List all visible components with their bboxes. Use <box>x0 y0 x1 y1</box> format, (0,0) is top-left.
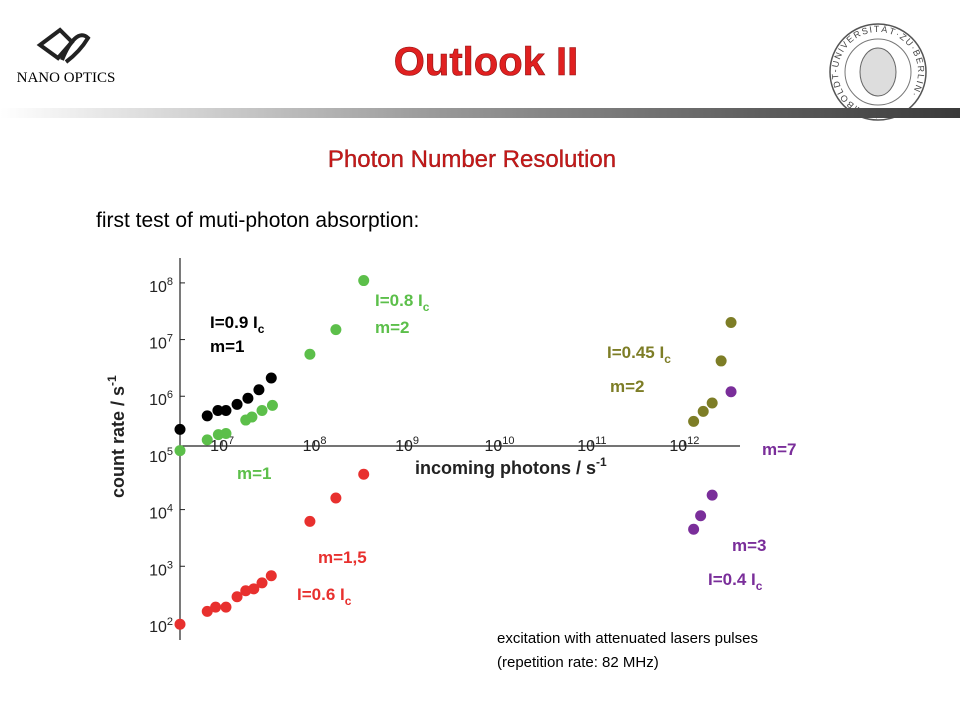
data-point <box>695 510 707 522</box>
data-point <box>256 405 268 417</box>
data-point <box>358 275 370 287</box>
annotation: m=3 <box>732 536 767 555</box>
y-axis-label-text: count rate / s <box>108 386 128 498</box>
x-tick-label: 109 <box>395 435 419 455</box>
annotation: m=1 <box>237 464 272 483</box>
data-point <box>688 415 700 427</box>
annotation-text: m=7 <box>762 440 797 459</box>
data-point <box>330 324 342 336</box>
data-point <box>265 570 277 582</box>
header-bar <box>0 108 960 118</box>
data-point <box>231 398 243 410</box>
logo-text: NANO OPTICS <box>17 70 116 86</box>
x-tick-label: 1012 <box>669 435 699 455</box>
data-point <box>266 399 278 411</box>
data-point <box>253 384 265 396</box>
y-tick-label: 105 <box>149 446 173 466</box>
data-point <box>265 372 277 384</box>
x-tick-label: 1011 <box>577 435 606 455</box>
data-point <box>231 591 243 603</box>
body-text: first test of muti-photon absorption: <box>96 209 419 232</box>
seal: HUMBOLDT-UNIVERSITÄT·ZU·BERLIN· <box>829 23 927 121</box>
data-point <box>242 392 254 404</box>
annotation-text: I=0.8 I <box>375 291 423 310</box>
annotation: I=0.6 Ic <box>297 585 352 608</box>
annotation: m=7 <box>762 440 797 459</box>
annotation: m=1 <box>210 337 245 356</box>
data-point <box>210 601 222 613</box>
annotation: m=2 <box>375 318 410 337</box>
data-point <box>220 428 232 440</box>
data-point <box>725 317 737 329</box>
x-axis-label: incoming photons / s-1 <box>415 455 607 478</box>
y-tick-label: 108 <box>149 276 173 296</box>
annotation-sub: c <box>258 322 265 336</box>
annotation-text: m=1,5 <box>318 548 367 567</box>
data-point <box>246 411 258 423</box>
data-point <box>688 523 700 535</box>
data-point <box>201 434 213 446</box>
data-point <box>697 405 709 417</box>
data-point <box>304 348 316 360</box>
annotation-sub: c <box>756 579 763 593</box>
annotation-text: I=0.6 I <box>297 585 345 604</box>
annotation-text: m=1 <box>237 464 272 483</box>
data-point <box>725 386 737 398</box>
annotation: I=0.9 Ic <box>210 313 265 336</box>
chart: 102 103 104 105 106 107 108 107 108 109 1010 1011 10… <box>105 258 797 640</box>
y-tick-label: 106 <box>149 389 173 409</box>
logo <box>36 27 91 64</box>
data-point <box>248 583 260 595</box>
data-point <box>174 423 186 435</box>
annotation-text: m=1 <box>210 337 245 356</box>
annotation-sub: c <box>345 594 352 608</box>
data-point <box>358 468 370 480</box>
data-point <box>201 410 213 422</box>
annotation-text: I=0.9 I <box>210 313 258 332</box>
data-point <box>706 489 718 501</box>
data-point <box>174 445 186 457</box>
data-point <box>715 355 727 367</box>
x-tick-label: 1010 <box>484 435 514 455</box>
data-point <box>220 601 232 613</box>
annotation-text: I=0.45 I <box>607 343 664 362</box>
y-axis-label: count rate / s-1 <box>105 375 128 498</box>
subtitle: Photon Number Resolution <box>328 146 616 173</box>
note-line: excitation with attenuated lasers pulses <box>497 630 758 647</box>
slide-title: Outlook II <box>394 40 578 84</box>
x-tick-label: 108 <box>303 435 327 455</box>
data-point <box>256 577 268 589</box>
x-axis-label-sup: -1 <box>596 455 607 469</box>
data-point <box>201 605 213 617</box>
annotation: I=0.4 Ic <box>708 570 763 593</box>
data-point <box>706 397 718 409</box>
y-tick-label: 102 <box>149 616 173 636</box>
data-point <box>212 405 224 417</box>
annotation: m=1,5 <box>318 548 367 567</box>
x-tick-label: 107 <box>210 435 234 455</box>
x-axis-label-text: incoming photons / s <box>415 458 596 478</box>
data-point <box>330 492 342 504</box>
annotation: I=0.8 Ic <box>375 291 430 314</box>
annotation-sub: c <box>423 300 430 314</box>
annotation-text: m=2 <box>610 377 645 396</box>
annotation-text: m=2 <box>375 318 410 337</box>
y-tick-label: 103 <box>149 559 173 579</box>
annotation: I=0.45 Ic <box>607 343 671 366</box>
note-line: (repetition rate: 82 MHz) <box>497 654 659 671</box>
annotation-text: I=0.4 I <box>708 570 756 589</box>
y-tick-label: 104 <box>149 503 173 523</box>
annotation-sub: c <box>664 352 671 366</box>
data-point <box>220 405 232 417</box>
y-axis-label-sup: -1 <box>105 375 119 386</box>
data-point <box>174 618 186 630</box>
annotation-text: m=3 <box>732 536 767 555</box>
data-point <box>304 515 316 527</box>
annotation: m=2 <box>610 377 645 396</box>
y-tick-label: 107 <box>149 333 173 353</box>
